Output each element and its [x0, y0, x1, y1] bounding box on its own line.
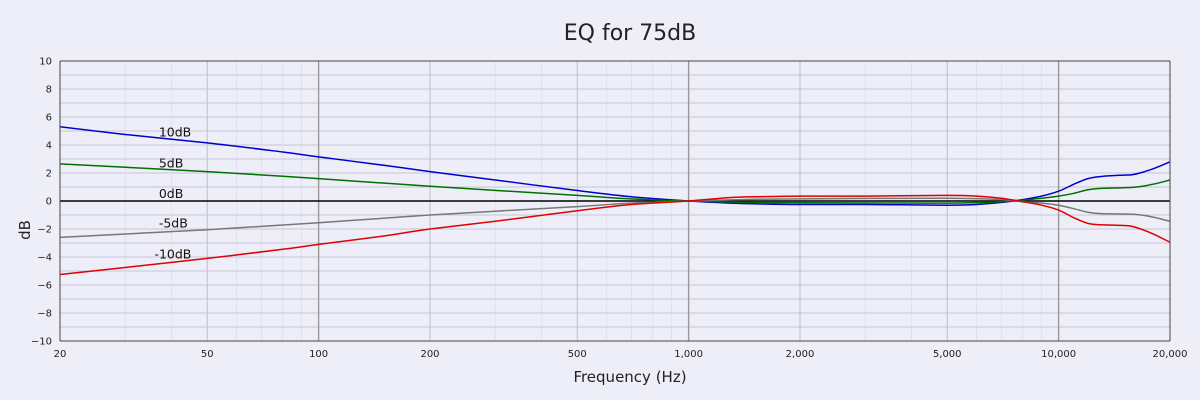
- x-axis-label: Frequency (Hz): [573, 368, 686, 386]
- x-tick-label: 5,000: [933, 349, 962, 360]
- y-tick-label: 2: [46, 169, 52, 180]
- x-tick-label: 2,000: [786, 349, 815, 360]
- series-labels-group: 10dB 5dB 0dB -5dB -10dB: [154, 125, 191, 262]
- x-tick-label: 200: [420, 349, 439, 360]
- series-label-3: -5dB: [159, 216, 188, 231]
- y-tick-label: −4: [37, 253, 52, 264]
- x-tick-label: 500: [568, 349, 587, 360]
- y-tick-label: −2: [37, 225, 52, 236]
- series-line-1: [59, 163, 1171, 204]
- x-tick-label: 20,000: [1153, 349, 1188, 360]
- y-tick-label: −10: [31, 337, 52, 348]
- x-tick-label: 100: [309, 349, 328, 360]
- y-tick-label: 10: [39, 57, 52, 68]
- series-label-4: -10dB: [154, 246, 191, 261]
- y-tick-labels: 10 8 6 4 2 0 −2 −4 −6 −8 −10: [31, 57, 52, 348]
- series-group: [59, 126, 1171, 276]
- series-line-3: [59, 197, 1171, 239]
- y-tick-label: 8: [46, 85, 52, 96]
- y-tick-label: −6: [37, 281, 52, 292]
- x-tick-labels: 20 50 100 200 500 1,000 2,000 5,000 10,000 20,000: [54, 349, 1188, 360]
- y-tick-label: 4: [46, 141, 52, 152]
- axes: [59, 60, 1171, 342]
- y-tick-label: 0: [46, 197, 52, 208]
- y-axis-label: dB: [16, 220, 34, 240]
- x-tick-label: 1,000: [674, 349, 703, 360]
- y-tick-label: 6: [46, 113, 52, 124]
- series-label-0: 10dB: [159, 125, 191, 140]
- x-tick-label: 10,000: [1041, 349, 1076, 360]
- y-tick-label: −8: [37, 309, 52, 320]
- x-tick-label: 20: [54, 349, 67, 360]
- series-label-2: 0dB: [159, 186, 183, 201]
- x-tick-label: 50: [201, 349, 214, 360]
- series-line-0: [59, 126, 1171, 206]
- chart-title: EQ for 75dB: [564, 21, 697, 46]
- series-line-4: [59, 194, 1171, 276]
- series-label-1: 5dB: [159, 155, 183, 170]
